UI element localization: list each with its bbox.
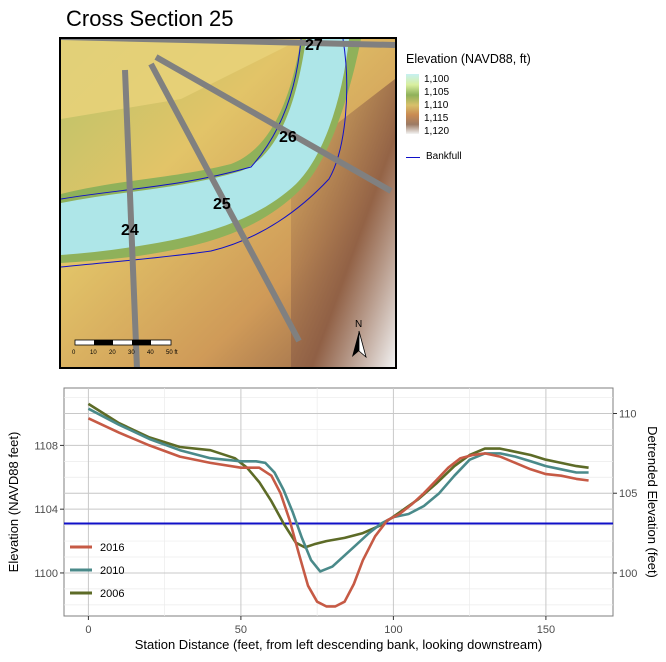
north-label: N (355, 319, 362, 330)
y-axis-label: Elevation (NAVD88 feet) (6, 432, 21, 573)
series-lines (87, 402, 589, 608)
upper-terrace (61, 39, 301, 119)
series-line-2006 (87, 402, 589, 549)
legend-tick-1110: 1,110 (424, 100, 449, 111)
x-tick-label: 50 (235, 624, 247, 636)
x-axis-label: Station Distance (feet, from left descen… (135, 637, 543, 652)
legend-tick-1105: 1,105 (424, 87, 450, 98)
y2-tick-label: 110 (619, 409, 637, 421)
x-tick-label: 150 (537, 624, 555, 636)
bankfull-legend-label: Bankfull (426, 151, 462, 162)
y2-tick-label: 100 (619, 568, 637, 580)
legend-tick-1120: 1,120 (424, 126, 450, 137)
chart-legend: 2016 2010 2006 (70, 542, 124, 600)
scale-tick-30: 30 (128, 350, 135, 356)
y2-axis-label: Detrended Elevation (feet) (645, 426, 660, 578)
y-tick-label: 1108 (34, 440, 58, 452)
section-line-25 (148, 62, 302, 343)
section-line-24 (122, 69, 140, 367)
y-tick-label: 1100 (34, 568, 58, 580)
legend-tick-1100: 1,100 (424, 74, 450, 85)
legend-label-2006: 2006 (100, 588, 124, 600)
scale-tick-40: 40 (147, 350, 154, 356)
north-arrow-icon: N (352, 319, 367, 359)
scale-tick-50: 50 ft (166, 350, 178, 356)
section-label-27: 27 (305, 39, 323, 54)
legend-label-2010: 2010 (100, 565, 124, 577)
scale-tick-10: 10 (90, 350, 97, 356)
map-canvas: 24 25 26 27 0 10 20 30 40 50 ft N (61, 39, 395, 367)
section-line-26 (154, 54, 393, 194)
x-tick-label: 100 (384, 624, 402, 636)
y-tick-label: 1104 (34, 504, 58, 516)
series-line-2016 (87, 417, 589, 608)
bankfull-line-right (61, 39, 348, 268)
map-title: Cross Section 25 (66, 6, 234, 31)
legend-title: Elevation (NAVD88, ft) (406, 52, 531, 66)
section-label-24: 24 (121, 222, 139, 239)
legend-label-2016: 2016 (100, 542, 124, 554)
scale-tick-20: 20 (109, 350, 116, 356)
bankfull-legend-swatch (406, 157, 420, 158)
section-label-25: 25 (213, 196, 231, 213)
scale-bar: 0 10 20 30 40 50 ft (72, 339, 178, 356)
axis-ticks: 0 50 100 150 1100 1104 1108 100 105 110 (34, 409, 637, 636)
section-label-26: 26 (279, 129, 297, 146)
plot-panel (63, 387, 614, 617)
section-line-27 (61, 39, 395, 48)
elevation-color-ramp (406, 74, 419, 134)
elevation-map: 24 25 26 27 0 10 20 30 40 50 ft N (59, 37, 397, 369)
scale-tick-0: 0 (72, 350, 76, 356)
x-tick-label: 0 (85, 624, 91, 636)
series-line-2010 (87, 407, 589, 573)
map-legend: Elevation (NAVD88, ft) 1,100 1,105 1,110… (406, 52, 531, 162)
grid-lines (64, 388, 613, 616)
bankfull-line-left (61, 39, 302, 200)
y2-tick-label: 105 (619, 488, 637, 500)
legend-tick-1115: 1,115 (424, 113, 449, 124)
